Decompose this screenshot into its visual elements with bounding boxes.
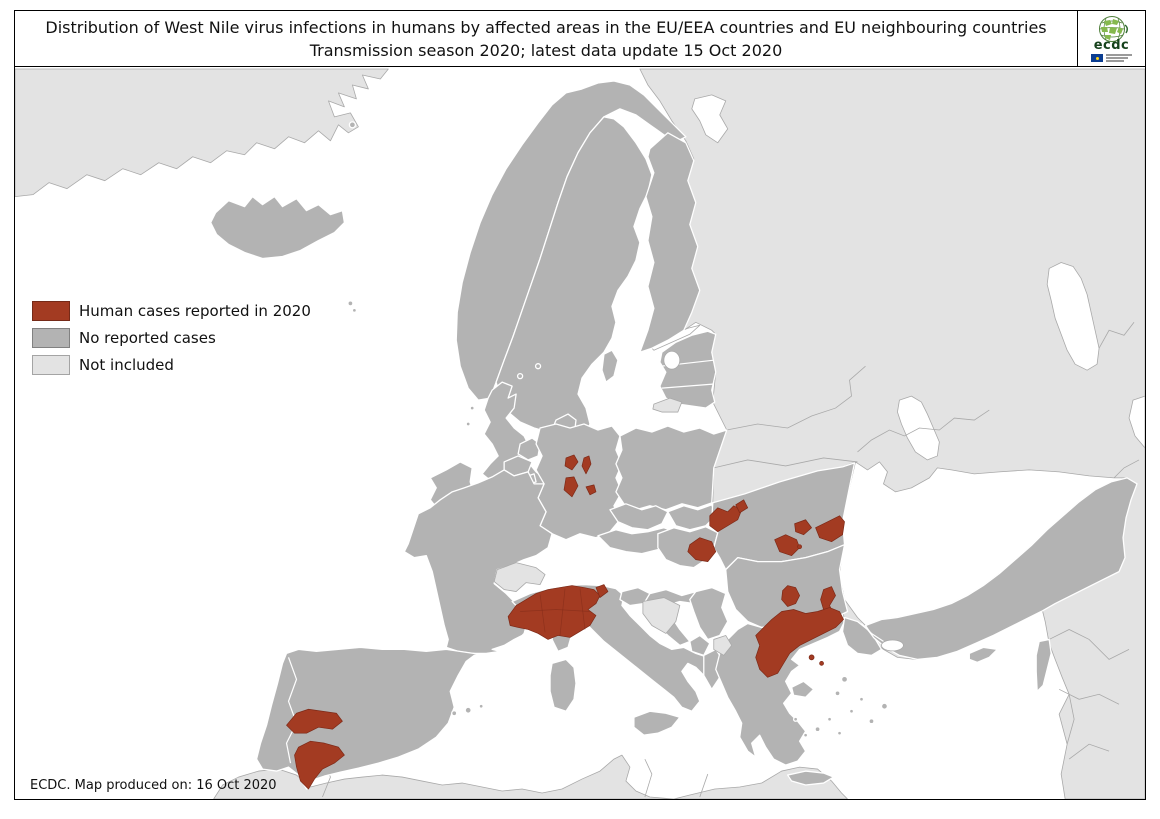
legend-swatch-no-cases — [32, 328, 70, 348]
eu-flag — [1091, 54, 1132, 62]
legend-swatch-not-included — [32, 355, 70, 375]
layer-reporting-countries — [210, 80, 1138, 790]
island-gotland — [601, 349, 619, 383]
affected-nw-romania — [709, 505, 743, 533]
ecdc-globe-icon — [1098, 16, 1128, 42]
affected-germany — [564, 454, 579, 471]
ecdc-logo: ecdc — [1077, 11, 1145, 66]
affected-romania-coast — [815, 515, 845, 543]
country-iceland — [210, 195, 346, 260]
island-crete — [786, 770, 835, 786]
affected-bulgaria — [781, 585, 800, 607]
country-slovakia — [667, 504, 717, 531]
region-north-africa — [213, 754, 848, 799]
country-finland — [639, 132, 701, 353]
affected-extremadura — [286, 708, 343, 734]
country-turkey — [864, 477, 1138, 661]
affected-north-greece — [755, 607, 844, 678]
layer-not-included-enclaves — [493, 397, 733, 656]
legend-item-no-cases: No reported cases — [32, 328, 311, 348]
eu-flag-icon — [1091, 54, 1103, 62]
title-line-2: Transmission season 2020; latest data up… — [309, 40, 783, 60]
island-cyprus — [968, 646, 998, 664]
layer-neighbour-borders — [322, 322, 1140, 798]
europe-map — [15, 68, 1145, 799]
country-netherlands — [517, 437, 541, 461]
map-title: Distribution of West Nile virus infectio… — [15, 11, 1077, 66]
sea-of-azov — [897, 395, 940, 461]
country-montenegro — [689, 634, 711, 657]
affected-se-hungary — [687, 537, 717, 562]
country-spain-portugal — [255, 646, 481, 790]
ecdc-logo-text: ecdc — [1093, 38, 1130, 53]
layer-affected-regions — [286, 454, 845, 790]
region-kaliningrad — [652, 397, 683, 413]
legend-label: No reported cases — [79, 329, 216, 347]
legend-item-not-included: Not included — [32, 355, 311, 375]
island-sardinia — [549, 658, 577, 712]
affected-andalusia — [294, 740, 345, 790]
map-area: Human cases reported in 2020 No reported… — [14, 66, 1146, 800]
country-sweden — [495, 116, 653, 443]
legend-item-affected: Human cases reported in 2020 — [32, 301, 311, 321]
title-bar: Distribution of West Nile virus infectio… — [14, 10, 1146, 67]
legend: Human cases reported in 2020 No reported… — [32, 301, 311, 382]
legend-label: Not included — [79, 356, 174, 374]
country-serbia — [689, 586, 729, 641]
white-sea — [691, 94, 729, 144]
baltic-states — [659, 330, 717, 409]
affected-north-italy — [507, 585, 601, 640]
legend-label: Human cases reported in 2020 — [79, 302, 311, 320]
region-turkish-thrace — [841, 616, 883, 657]
country-bulgaria — [725, 544, 849, 629]
country-israel — [1035, 638, 1052, 692]
title-line-1: Distribution of West Nile virus infectio… — [45, 17, 1047, 37]
sea-of-marmara — [881, 639, 904, 652]
country-bosnia — [642, 597, 681, 634]
affected-venice — [595, 584, 609, 598]
legend-swatch-affected — [32, 301, 70, 321]
island-sicily — [633, 710, 681, 736]
island-euboea — [790, 680, 815, 698]
country-germany — [535, 423, 623, 541]
region-kosovo — [713, 635, 733, 656]
caspian-sea — [1046, 262, 1100, 371]
map-footer-note: ECDC. Map produced on: 16 Oct 2020 — [30, 778, 277, 793]
ecdc-micro-text — [1106, 54, 1132, 62]
country-poland — [615, 425, 728, 511]
country-switzerland — [493, 562, 546, 592]
country-czechia — [609, 503, 669, 531]
